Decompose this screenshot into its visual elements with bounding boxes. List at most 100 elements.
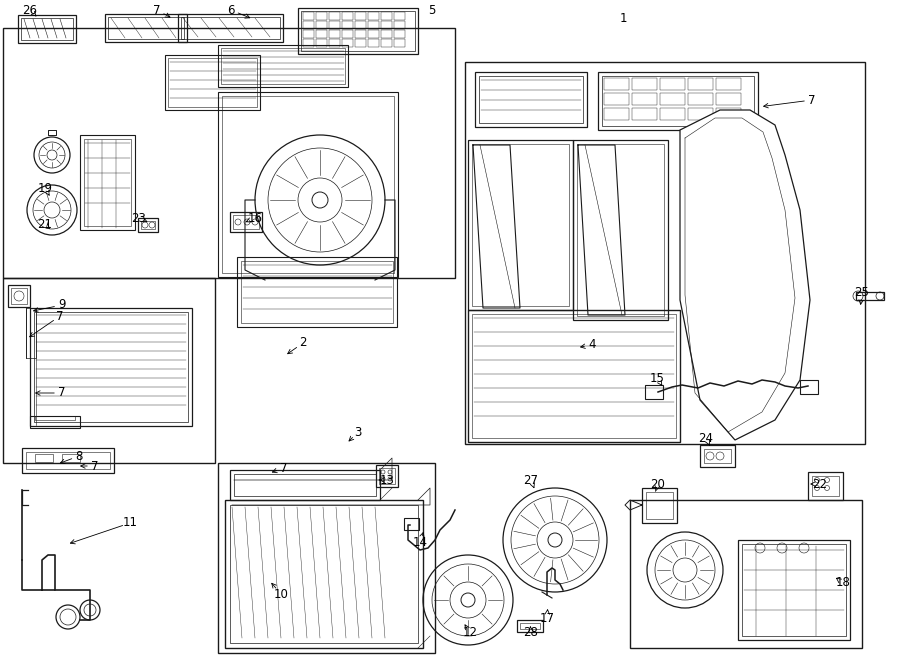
Bar bbox=[738, 540, 850, 640]
Bar bbox=[298, 8, 418, 54]
Text: 4: 4 bbox=[589, 338, 596, 352]
Text: 12: 12 bbox=[463, 627, 478, 639]
Text: 8: 8 bbox=[76, 449, 83, 463]
Bar bbox=[62, 454, 80, 462]
Bar bbox=[394, 30, 405, 38]
Bar bbox=[301, 11, 415, 51]
Bar bbox=[108, 17, 184, 39]
Text: 7: 7 bbox=[58, 387, 66, 399]
Bar bbox=[632, 78, 657, 90]
Bar bbox=[475, 72, 587, 127]
Bar bbox=[316, 30, 327, 38]
Bar bbox=[468, 310, 680, 442]
Bar bbox=[221, 48, 345, 84]
Bar bbox=[381, 21, 392, 29]
Bar bbox=[105, 14, 187, 42]
Polygon shape bbox=[680, 110, 810, 440]
Text: 1: 1 bbox=[619, 11, 626, 24]
Bar bbox=[379, 468, 395, 484]
Bar bbox=[688, 108, 713, 120]
Bar bbox=[404, 518, 419, 530]
Text: 14: 14 bbox=[412, 537, 427, 549]
Bar bbox=[376, 465, 398, 487]
Bar bbox=[178, 14, 283, 42]
Bar bbox=[237, 257, 397, 327]
Text: 27: 27 bbox=[524, 473, 538, 486]
Bar bbox=[26, 308, 36, 358]
Bar bbox=[598, 72, 758, 130]
Bar bbox=[468, 140, 573, 310]
Text: 16: 16 bbox=[248, 212, 263, 225]
Bar bbox=[303, 12, 314, 20]
Bar bbox=[660, 108, 685, 120]
Bar bbox=[381, 30, 392, 38]
Text: 5: 5 bbox=[428, 3, 436, 17]
Bar bbox=[218, 463, 435, 653]
Text: 9: 9 bbox=[58, 299, 66, 311]
Bar bbox=[30, 308, 192, 426]
Text: 25: 25 bbox=[855, 286, 869, 299]
Text: 3: 3 bbox=[355, 426, 362, 438]
Bar bbox=[342, 30, 353, 38]
Text: 7: 7 bbox=[280, 461, 288, 475]
Text: 22: 22 bbox=[813, 477, 827, 490]
Bar bbox=[700, 445, 735, 467]
Bar bbox=[303, 21, 314, 29]
Bar bbox=[168, 58, 257, 107]
Bar bbox=[241, 261, 393, 323]
Text: 2: 2 bbox=[299, 336, 307, 350]
Bar bbox=[716, 93, 741, 105]
Text: 24: 24 bbox=[698, 432, 714, 444]
Text: 26: 26 bbox=[22, 3, 38, 17]
Bar bbox=[573, 140, 668, 320]
Bar bbox=[329, 30, 340, 38]
Text: 7: 7 bbox=[808, 93, 815, 106]
Text: 13: 13 bbox=[380, 473, 394, 486]
Bar bbox=[3, 278, 215, 463]
Bar bbox=[646, 492, 673, 519]
Bar bbox=[381, 12, 392, 20]
Bar bbox=[742, 544, 846, 636]
Text: 11: 11 bbox=[122, 516, 138, 529]
Bar bbox=[355, 30, 366, 38]
Bar bbox=[11, 288, 27, 304]
Bar bbox=[230, 212, 262, 232]
Bar bbox=[316, 21, 327, 29]
Bar bbox=[35, 454, 53, 462]
Bar bbox=[303, 30, 314, 38]
Bar bbox=[472, 314, 676, 438]
Text: 18: 18 bbox=[835, 576, 850, 590]
Bar bbox=[642, 488, 677, 523]
Bar bbox=[368, 12, 379, 20]
Bar bbox=[394, 12, 405, 20]
Bar bbox=[472, 144, 569, 306]
Bar bbox=[303, 39, 314, 47]
Bar bbox=[18, 15, 76, 43]
Bar bbox=[80, 135, 135, 230]
Text: 20: 20 bbox=[651, 477, 665, 490]
Bar bbox=[577, 144, 664, 316]
Bar bbox=[660, 78, 685, 90]
Bar bbox=[138, 218, 158, 232]
Bar bbox=[479, 76, 583, 123]
Bar bbox=[604, 93, 629, 105]
Bar bbox=[218, 45, 348, 87]
Bar bbox=[688, 78, 713, 90]
Bar bbox=[520, 623, 540, 629]
Bar bbox=[222, 96, 394, 273]
Bar bbox=[316, 12, 327, 20]
Bar bbox=[342, 12, 353, 20]
Bar bbox=[26, 452, 110, 469]
Bar bbox=[630, 500, 862, 648]
Bar bbox=[716, 108, 741, 120]
Text: 21: 21 bbox=[38, 219, 52, 231]
Bar bbox=[230, 505, 418, 643]
Bar bbox=[465, 62, 865, 444]
Bar bbox=[368, 21, 379, 29]
Bar bbox=[355, 12, 366, 20]
Bar bbox=[141, 221, 155, 229]
Text: 17: 17 bbox=[539, 611, 554, 625]
Bar bbox=[84, 139, 131, 226]
Text: 23: 23 bbox=[131, 212, 147, 225]
Bar bbox=[800, 380, 818, 394]
